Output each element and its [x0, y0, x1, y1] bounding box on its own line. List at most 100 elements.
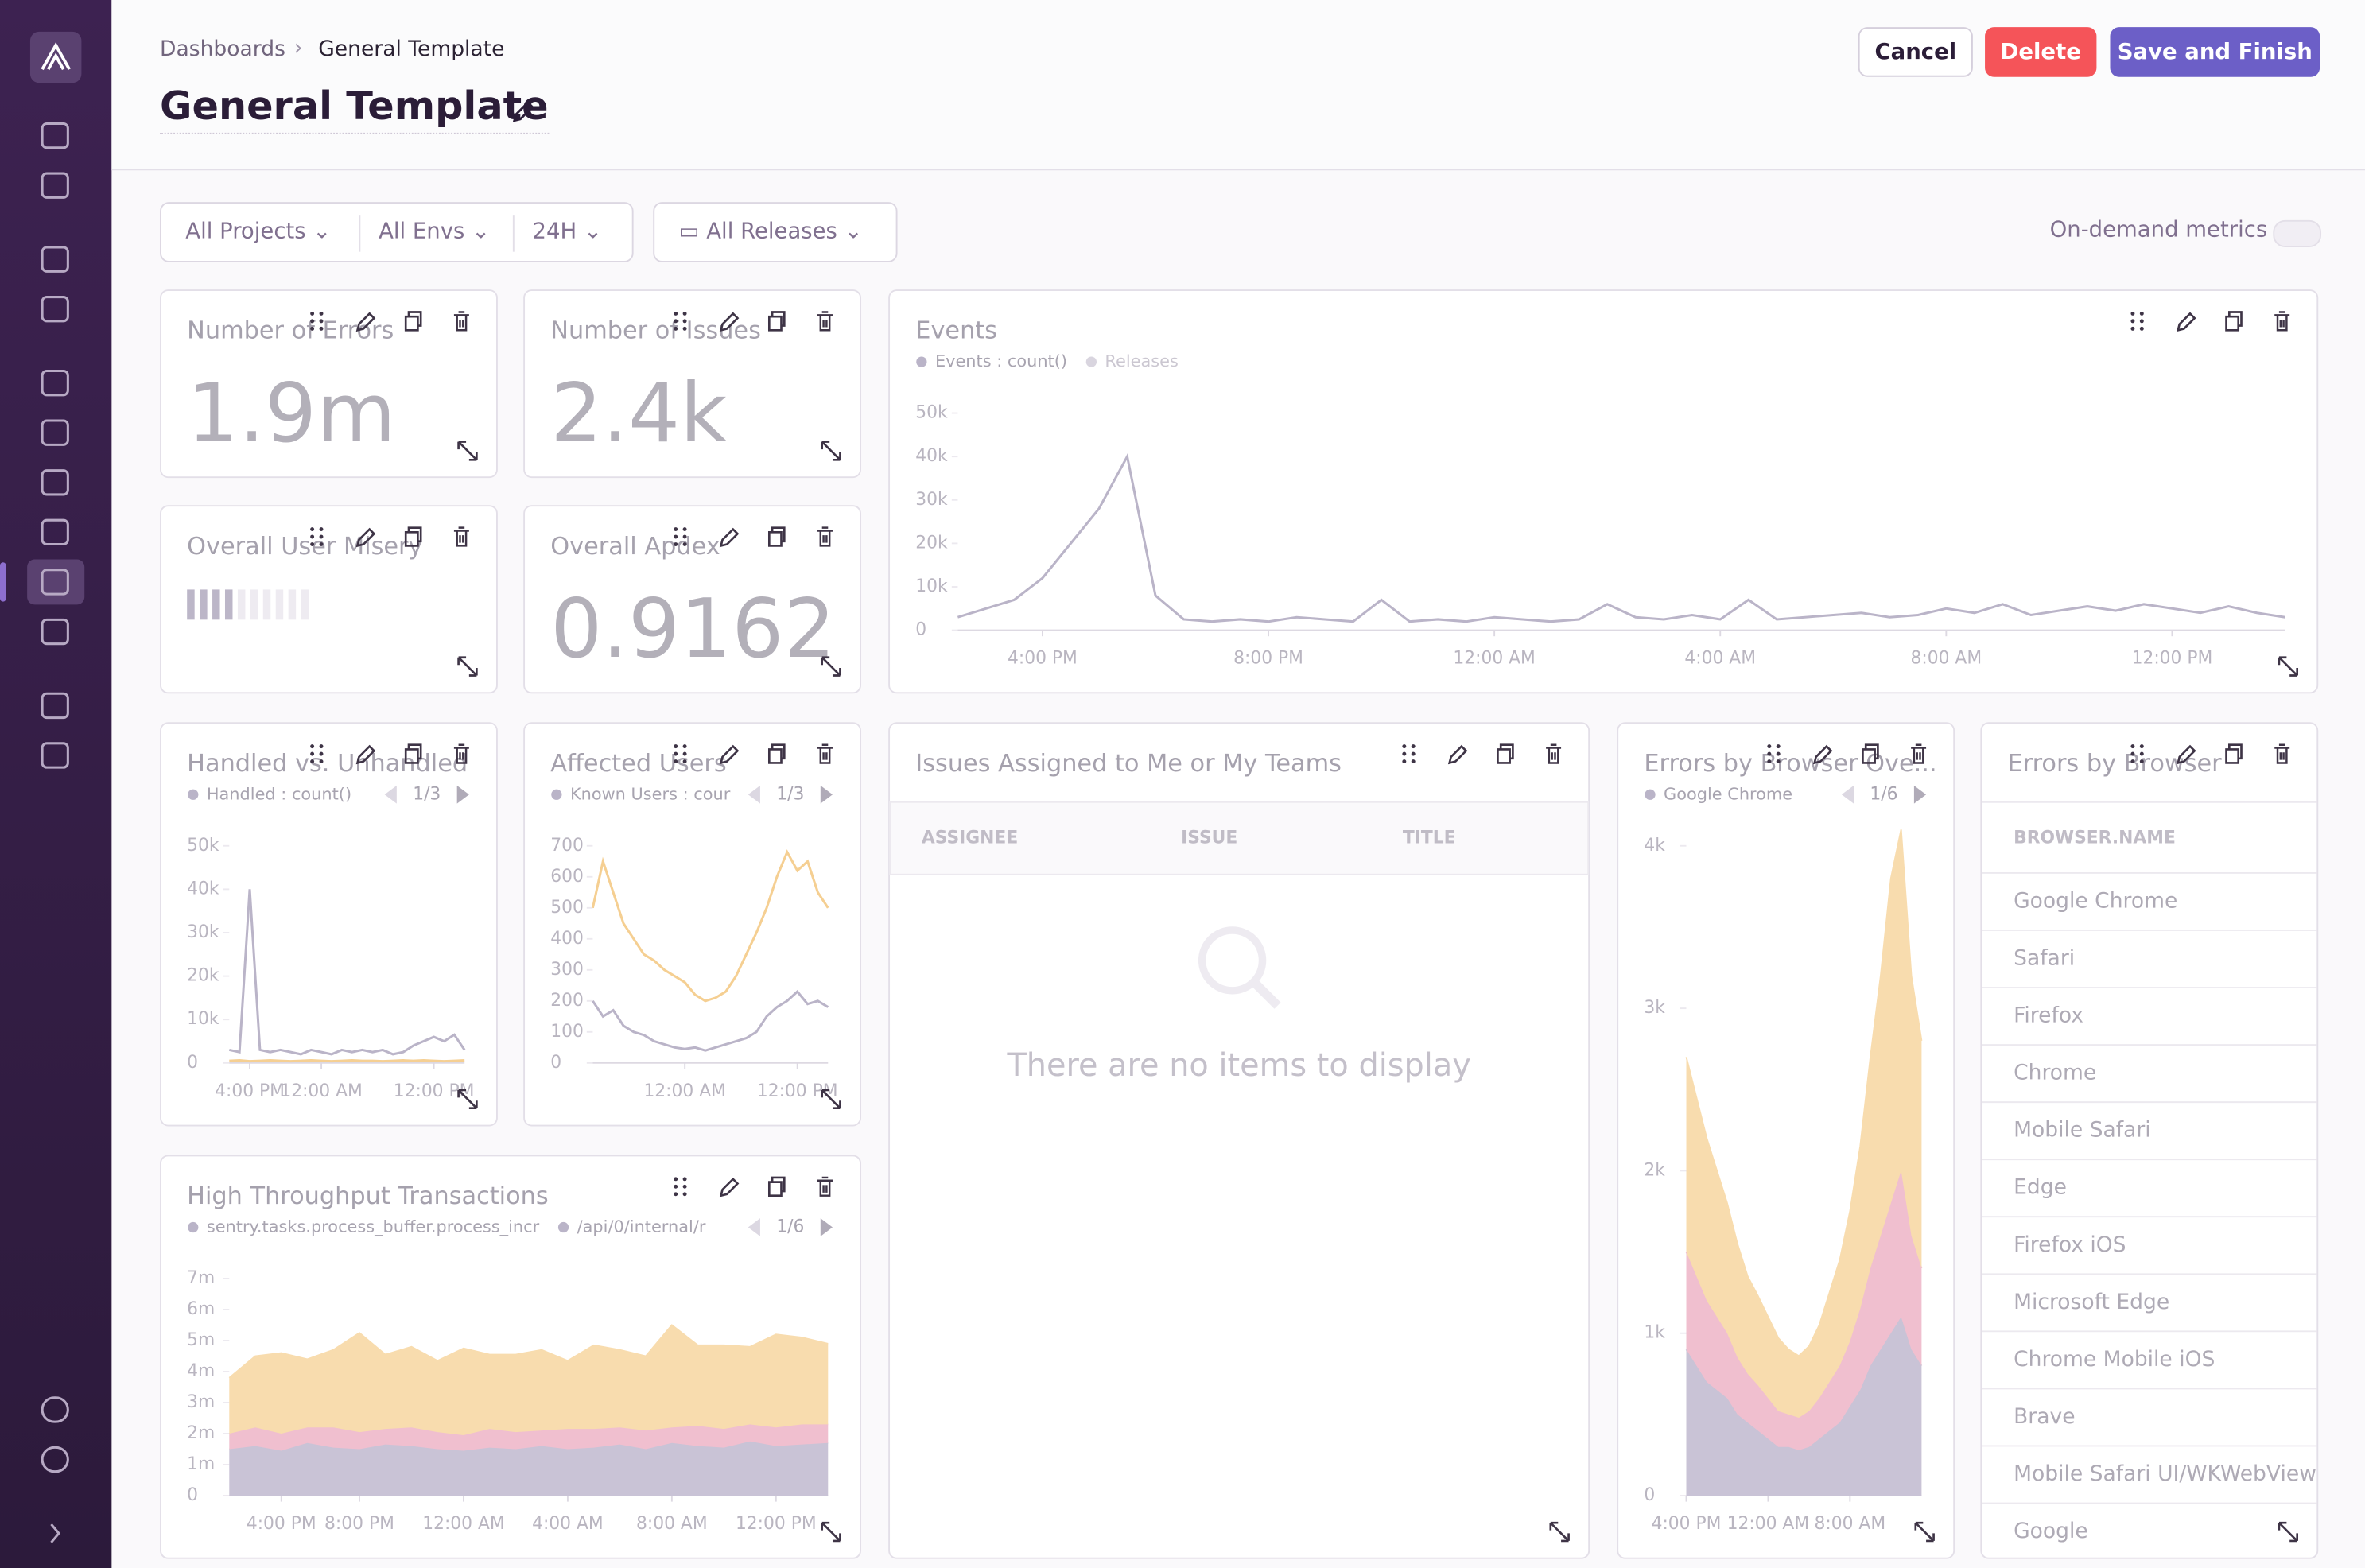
- expand-icon[interactable]: [821, 656, 841, 677]
- nav-icon[interactable]: [41, 469, 69, 496]
- delete-icon[interactable]: [453, 311, 469, 332]
- nav-icon[interactable]: [41, 1446, 69, 1473]
- drag-handle[interactable]: [2130, 744, 2144, 764]
- cancel-button[interactable]: Cancel: [1858, 27, 1973, 77]
- duplicate-icon[interactable]: [404, 311, 422, 332]
- nav-icon[interactable]: [41, 569, 69, 596]
- project-filter[interactable]: All Projects ⌄: [185, 219, 332, 245]
- drag-handle[interactable]: [674, 311, 687, 331]
- expand-icon[interactable]: [457, 1089, 478, 1110]
- drag-handle[interactable]: [1767, 744, 1781, 764]
- duplicate-icon[interactable]: [404, 526, 422, 547]
- drag-handle[interactable]: [310, 311, 324, 331]
- legend-prev[interactable]: [1841, 785, 1854, 804]
- expand-icon[interactable]: [821, 441, 841, 461]
- legend-label[interactable]: Events : count(): [935, 351, 1067, 371]
- edit-icon[interactable]: [2177, 312, 2196, 332]
- legend-next[interactable]: [456, 785, 469, 804]
- edit-icon[interactable]: [1812, 744, 1833, 765]
- legend-label[interactable]: Handled : count(): [207, 784, 351, 803]
- delete-icon[interactable]: [453, 526, 469, 547]
- delete-icon[interactable]: [817, 1176, 833, 1197]
- legend-label[interactable]: Releases: [1105, 351, 1178, 371]
- drag-handle[interactable]: [310, 527, 324, 546]
- nav-icon[interactable]: [41, 692, 69, 720]
- duplicate-icon[interactable]: [767, 743, 786, 764]
- collapse-icon[interactable]: [50, 1523, 60, 1543]
- legend-label[interactable]: Known Users : cour: [570, 784, 731, 803]
- legend-label[interactable]: Google Chrome: [1664, 784, 1792, 803]
- nav-icon[interactable]: [41, 369, 69, 397]
- y-tick-label: 40k: [915, 446, 948, 466]
- legend-next[interactable]: [1913, 785, 1927, 804]
- duplicate-icon[interactable]: [404, 743, 422, 764]
- legend-next[interactable]: [820, 785, 833, 804]
- save-button[interactable]: Save and Finish: [2110, 27, 2320, 77]
- expand-icon[interactable]: [2278, 1521, 2299, 1543]
- drag-handle[interactable]: [1402, 744, 1416, 764]
- legend-prev[interactable]: [748, 785, 760, 804]
- breadcrumb[interactable]: Dashboards: [160, 37, 285, 62]
- expand-icon[interactable]: [821, 1089, 841, 1110]
- drag-handle[interactable]: [674, 527, 687, 546]
- delete-icon[interactable]: [453, 743, 469, 764]
- nav-icon[interactable]: [41, 1396, 69, 1423]
- duplicate-icon[interactable]: [2225, 311, 2243, 332]
- delete-icon[interactable]: [1911, 743, 1927, 764]
- nav-icon[interactable]: [41, 172, 69, 199]
- nav-icon[interactable]: [41, 122, 69, 149]
- delete-icon[interactable]: [2274, 311, 2290, 332]
- duplicate-icon[interactable]: [1862, 743, 1879, 764]
- edit-icon[interactable]: [2177, 744, 2196, 765]
- expand-icon[interactable]: [2278, 656, 2299, 677]
- expand-icon[interactable]: [457, 441, 478, 461]
- edit-icon[interactable]: [719, 527, 740, 548]
- edit-icon[interactable]: [355, 744, 376, 765]
- drag-handle[interactable]: [310, 744, 324, 764]
- delete-icon[interactable]: [817, 526, 833, 547]
- duplicate-icon[interactable]: [2225, 743, 2243, 764]
- delete-icon[interactable]: [817, 743, 833, 764]
- edit-icon[interactable]: [510, 98, 537, 125]
- period-filter[interactable]: 24H ⌄: [532, 219, 603, 245]
- edit-icon[interactable]: [355, 527, 376, 548]
- nav-icon[interactable]: [41, 742, 69, 769]
- expand-icon[interactable]: [457, 656, 478, 677]
- legend-prev[interactable]: [384, 785, 397, 804]
- duplicate-icon[interactable]: [1497, 743, 1514, 764]
- drag-handle[interactable]: [674, 744, 687, 764]
- delete-button[interactable]: Delete: [1985, 27, 2097, 77]
- release-filter-label: All Releases: [706, 219, 837, 245]
- nav-icon[interactable]: [41, 419, 69, 446]
- expand-icon[interactable]: [1914, 1521, 1935, 1543]
- legend-prev[interactable]: [748, 1218, 760, 1236]
- page-title[interactable]: General Template: [160, 84, 549, 134]
- delete-icon[interactable]: [1546, 743, 1562, 764]
- duplicate-icon[interactable]: [767, 526, 786, 547]
- nav-icon[interactable]: [41, 246, 69, 273]
- x-tick-label: 4:00 AM: [532, 1514, 604, 1534]
- expand-icon[interactable]: [821, 1521, 841, 1543]
- on-demand-toggle[interactable]: [2273, 219, 2322, 247]
- edit-icon[interactable]: [719, 1177, 740, 1197]
- edit-icon[interactable]: [719, 312, 740, 332]
- nav-icon[interactable]: [41, 618, 69, 646]
- drag-handle[interactable]: [674, 1177, 687, 1197]
- edit-icon[interactable]: [355, 312, 376, 332]
- nav-icon[interactable]: [41, 296, 69, 323]
- edit-icon[interactable]: [719, 744, 740, 765]
- env-filter[interactable]: All Envs ⌄: [379, 219, 491, 245]
- legend-label[interactable]: /api/0/internal/r: [577, 1217, 706, 1236]
- expand-icon[interactable]: [1549, 1521, 1570, 1543]
- drag-handle[interactable]: [2130, 311, 2144, 331]
- legend-dot: [551, 789, 562, 800]
- legend-label[interactable]: sentry.tasks.process_buffer.process_incr: [207, 1217, 540, 1237]
- release-filter[interactable]: ▭ All Releases ⌄: [653, 202, 898, 262]
- delete-icon[interactable]: [2274, 743, 2290, 764]
- duplicate-icon[interactable]: [767, 311, 786, 332]
- legend-next[interactable]: [820, 1218, 833, 1236]
- duplicate-icon[interactable]: [767, 1176, 786, 1197]
- nav-icon[interactable]: [41, 518, 69, 546]
- edit-icon[interactable]: [1447, 744, 1468, 765]
- delete-icon[interactable]: [817, 311, 833, 332]
